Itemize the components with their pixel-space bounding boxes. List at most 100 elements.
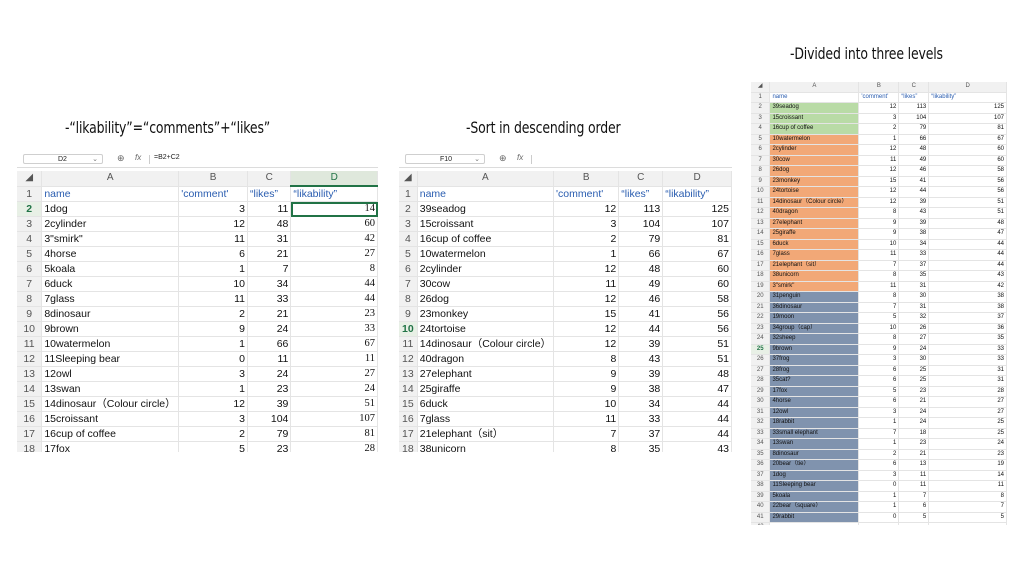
cell-likes[interactable]: 11 [898,470,930,482]
cell-likes[interactable]: 32 [898,312,930,324]
cell-name[interactable]: 27elephant [769,218,860,230]
row-header[interactable]: 26 [751,354,771,366]
cell-comment[interactable]: 5 [858,386,900,398]
cell-likes[interactable]: 26 [898,323,930,335]
cell-name[interactable]: 4horse [41,246,180,262]
row-header[interactable]: 31 [751,407,771,419]
cell-likability[interactable]: 56 [662,306,732,322]
cell-name[interactable]: 21elephant（sit） [769,260,860,272]
cell-likability[interactable]: 44 [290,291,378,307]
cell-likes[interactable]: 39 [618,366,664,382]
row-header[interactable]: 11 [399,336,418,352]
cell-name[interactable]: 26dog [769,165,860,177]
name-box[interactable]: F10 ⌄ [405,154,485,164]
cell-name[interactable]: 14dinosaur（Colour circle） [769,197,860,209]
row-header[interactable]: 2 [751,102,771,114]
cell-comment[interactable]: 9 [553,366,620,382]
cell-likability[interactable]: 51 [928,207,1007,219]
cell-name[interactable]: 10watermelon [417,246,555,262]
row-header[interactable]: 10 [399,321,418,337]
select-all-corner[interactable]: ◢ [17,171,43,187]
cell-comment[interactable]: 12 [553,336,620,352]
cell-comment[interactable]: 5 [178,441,249,452]
cell-likability[interactable]: 51 [290,396,378,412]
cell-likes[interactable]: 24 [898,407,930,419]
cell-name[interactable]: 27elephant [417,366,555,382]
row-header[interactable]: 27 [751,365,771,377]
cell-likability[interactable]: 107 [662,216,732,232]
cell-likes[interactable]: 44 [898,186,930,198]
cell-likability[interactable]: 51 [928,197,1007,209]
cell-likability[interactable]: 44 [928,239,1007,251]
cell-likability[interactable]: 44 [662,396,732,412]
cell-likes[interactable]: 79 [247,426,292,442]
cell-name[interactable]: 36dinosaur [769,302,860,314]
cell-likability[interactable]: 27 [928,407,1007,419]
cell-likability[interactable]: 58 [662,291,732,307]
cell-likes[interactable]: 37 [618,426,664,442]
row-header[interactable]: 22 [751,312,771,324]
cell-comment[interactable]: 11 [178,291,249,307]
cell-likability[interactable]: 27 [290,246,378,262]
row-header[interactable]: 3 [17,216,43,232]
cell-likes[interactable]: 13 [898,459,930,471]
cell-name[interactable]: 17fox [769,386,860,398]
cell-likes[interactable]: 38 [618,381,664,397]
cell-likes[interactable]: 79 [898,123,930,135]
cell-likes[interactable]: 66 [247,336,292,352]
cell-comment[interactable]: 11 [553,411,620,427]
cell-likability[interactable]: 35 [928,333,1007,345]
cell-likes[interactable]: 49 [898,155,930,167]
cell-comment[interactable]: 12 [553,201,620,217]
row-header[interactable]: 7 [17,276,43,292]
row-header[interactable]: 12 [751,207,771,219]
row-header[interactable]: 6 [17,261,43,277]
cell-comment[interactable]: 8 [858,333,900,345]
cell-likes[interactable]: 6 [898,501,930,513]
cell-likability[interactable]: 11 [928,480,1007,492]
cell-comment[interactable]: 2 [553,231,620,247]
cell-name[interactable]: 23monkey [417,306,555,322]
row-header[interactable]: 16 [751,249,771,261]
cell-comment[interactable]: 3 [178,411,249,427]
row-header[interactable]: 15 [399,396,418,412]
cell-likability[interactable]: 43 [662,441,732,452]
cell-comment[interactable]: 12 [553,321,620,337]
cell-name[interactable]: 33small elephant [769,428,860,440]
cell-likes[interactable]: 113 [898,102,930,114]
row-header[interactable]: 39 [751,491,771,503]
cell-comment[interactable]: 8 [553,441,620,452]
cell-comment[interactable]: 1 [858,438,900,450]
cell-name[interactable]: 38unicorn [417,441,555,452]
cell-name[interactable]: 30cow [417,276,555,292]
cell-likes[interactable]: 31 [898,281,930,293]
cell-name[interactable]: 15croissant [417,216,555,232]
name-box[interactable]: D2 ⌄ [23,154,103,164]
cell-name[interactable]: 39seadog [417,201,555,217]
select-all-corner[interactable]: ◢ [399,171,418,187]
row-header[interactable]: 24 [751,333,771,345]
cell-name[interactable]: 13swan [769,438,860,450]
header-comment[interactable]: 'comment' [858,92,900,104]
cell-likability[interactable]: 44 [928,260,1007,272]
cell-likability[interactable]: 48 [662,366,732,382]
cell-name[interactable]: 6duck [417,396,555,412]
header-comment[interactable]: 'comment' [178,186,249,202]
row-header[interactable]: 40 [751,501,771,513]
cell-comment[interactable]: 6 [178,246,249,262]
formula-input[interactable]: =B2+C2 [154,154,180,161]
cell-likes[interactable]: 46 [618,291,664,307]
cell-name[interactable]: 17fox [41,441,180,452]
cell-likability[interactable]: 44 [662,426,732,442]
cell-name[interactable]: 9brown [41,321,180,337]
cell-likability[interactable]: 38 [928,291,1007,303]
cell-name[interactable]: 4horse [769,396,860,408]
cell-comment[interactable]: 7 [858,302,900,314]
cell-name[interactable]: 11Sleeping bear [41,351,180,367]
cell-likability[interactable]: 60 [662,261,732,277]
cell-comment[interactable]: 9 [858,218,900,230]
cell-comment[interactable]: 1 [178,381,249,397]
cell-likability[interactable]: 37 [928,312,1007,324]
cell-comment[interactable]: 1 [858,491,900,503]
column-header-c[interactable]: C [247,171,292,187]
